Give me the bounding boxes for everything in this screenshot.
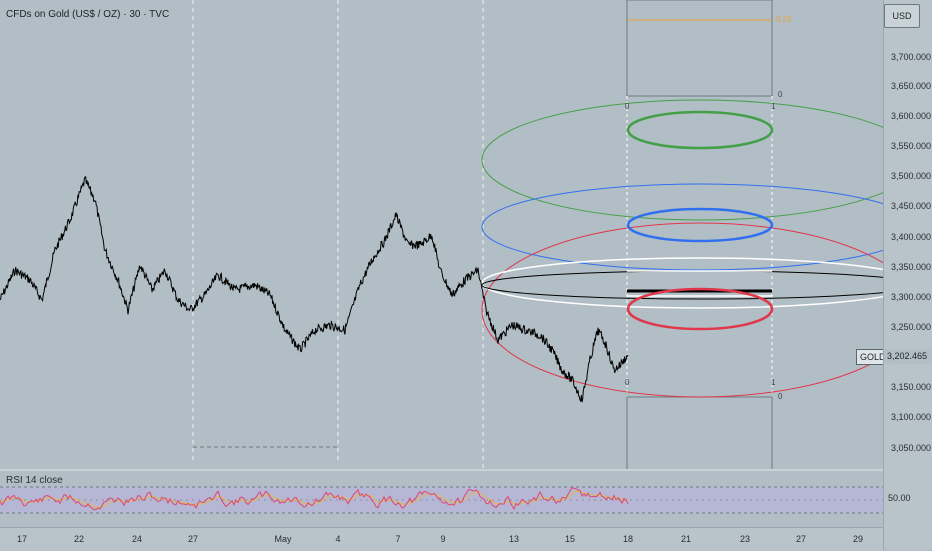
price-axis-label: 3,400.000 <box>891 232 932 242</box>
white-outer-ellipse[interactable] <box>481 257 883 309</box>
time-axis-label: 13 <box>508 534 520 544</box>
time-axis-label: 18 <box>622 534 634 544</box>
time-axis-label: 15 <box>564 534 576 544</box>
fib-bottom-box[interactable] <box>626 396 773 470</box>
rsi-title[interactable]: RSI 14 close <box>6 475 63 486</box>
price-axis-label: 3,050.000 <box>891 443 932 453</box>
fib-box-zero-label: 0 <box>778 90 783 99</box>
price-axis-label: 3,350.000 <box>891 262 932 272</box>
black-outer-ellipse[interactable] <box>481 270 883 300</box>
price-axis-label: 3,150.000 <box>891 382 932 392</box>
fib-zero-label: 0 <box>625 102 630 111</box>
main-chart-pane[interactable]: CFDs on Gold (US$ / OZ) · 30 · TVC 0.25 … <box>0 0 883 470</box>
gold-price-line <box>0 176 629 403</box>
time-axis-label: 22 <box>73 534 85 544</box>
rsi-pane[interactable]: RSI 14 close <box>0 471 883 527</box>
time-axis-label: May <box>274 534 292 544</box>
chart-title[interactable]: CFDs on Gold (US$ / OZ) · 30 · TVC <box>6 9 170 20</box>
fib-box-zero-label: 0 <box>778 392 783 401</box>
price-axis-label: 3,550.000 <box>891 141 932 151</box>
blue-outer-ellipse[interactable] <box>481 183 883 271</box>
rsi-line <box>0 487 629 511</box>
time-axis-label: 27 <box>795 534 807 544</box>
price-axis-label: 3,700.000 <box>891 52 932 62</box>
blue-inner-ellipse[interactable] <box>626 207 774 243</box>
fib-one-label: 1 <box>771 102 776 111</box>
red-inner-ellipse[interactable] <box>626 287 774 331</box>
time-axis-label: 29 <box>852 534 864 544</box>
fib-level-label: 0.25 <box>776 15 792 24</box>
price-axis-label: 3,100.000 <box>891 412 932 422</box>
time-axis-label: 27 <box>187 534 199 544</box>
symbol-tag: GOLD <box>856 349 883 365</box>
time-axis-label: 4 <box>335 534 341 544</box>
price-axis-label: 3,450.000 <box>891 201 932 211</box>
green-inner-ellipse[interactable] <box>626 110 774 150</box>
time-axis-label: 21 <box>680 534 692 544</box>
rsi-canvas <box>0 486 883 514</box>
fib-zero-label: 0 <box>625 378 630 387</box>
pane-divider[interactable] <box>0 469 883 471</box>
time-axis-label: 17 <box>16 534 28 544</box>
price-axis-label: 3,600.000 <box>891 111 932 121</box>
rsi-ma-line <box>0 490 629 509</box>
time-axis-label: 9 <box>440 534 446 544</box>
last-price-label: 3,202.465 <box>884 349 932 364</box>
time-axis-label: 7 <box>395 534 401 544</box>
price-axis-label: 3,500.000 <box>891 171 932 181</box>
price-axis-label: 3,250.000 <box>891 322 932 332</box>
main-chart-canvas[interactable] <box>0 0 883 470</box>
fib-one-label: 1 <box>771 378 776 387</box>
rsi-band <box>0 487 883 513</box>
rsi-value-label: 50.00 <box>888 493 911 503</box>
price-axis-label: 3,650.000 <box>891 81 932 91</box>
price-axis[interactable]: 3,700.000 3,650.000 3,600.000 3,550.000 3,50… <box>883 0 932 550</box>
time-axis[interactable]: 17 22 24 27 May 4 7 9 13 15 18 21 23 27 29 <box>0 527 883 551</box>
currency-button[interactable]: USD <box>884 4 920 28</box>
red-outer-ellipse[interactable] <box>481 222 883 398</box>
green-outer-ellipse[interactable] <box>481 99 883 221</box>
price-axis-label: 3,300.000 <box>891 292 932 302</box>
time-axis-label: 24 <box>131 534 143 544</box>
time-axis-label: 23 <box>739 534 751 544</box>
fib-top-box[interactable] <box>626 0 773 97</box>
